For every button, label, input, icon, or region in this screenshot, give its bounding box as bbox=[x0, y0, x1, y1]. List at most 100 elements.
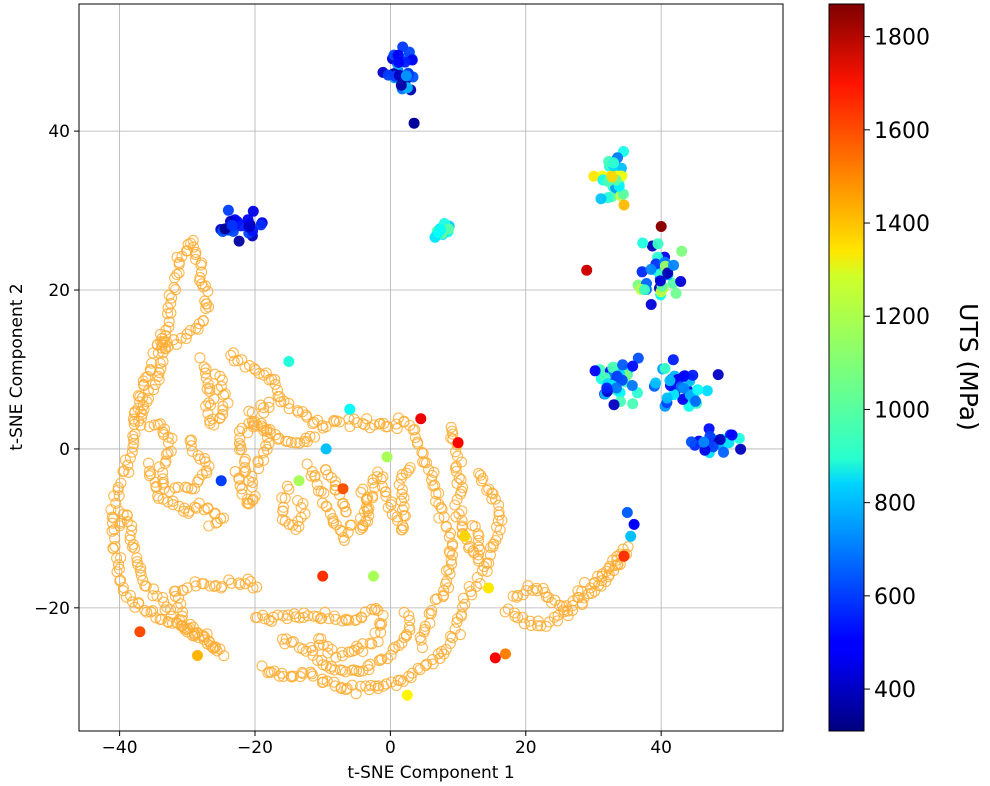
hollow-point bbox=[487, 488, 499, 500]
filled-point bbox=[601, 382, 613, 394]
hollow-point bbox=[114, 575, 126, 587]
hollow-point bbox=[292, 515, 304, 527]
hollow-point bbox=[459, 598, 471, 610]
hollow-point bbox=[186, 630, 199, 642]
hollow-point bbox=[196, 266, 208, 278]
hollow-point bbox=[113, 563, 125, 575]
hollow-point bbox=[311, 478, 323, 490]
hollow-point bbox=[255, 399, 267, 411]
hollow-point bbox=[343, 614, 355, 626]
filled-point bbox=[618, 199, 630, 211]
hollow-point bbox=[243, 405, 255, 417]
hollow-point bbox=[315, 485, 327, 497]
hollow-point bbox=[269, 378, 281, 390]
hollow-point bbox=[210, 579, 222, 592]
hollow-point bbox=[188, 483, 200, 495]
hollow-point bbox=[409, 424, 421, 436]
hollow-point bbox=[343, 646, 355, 658]
hollow-point bbox=[450, 465, 462, 478]
hollow-point bbox=[450, 511, 462, 523]
filled-point bbox=[687, 369, 699, 381]
filled-point bbox=[726, 429, 738, 441]
filled-point bbox=[134, 626, 146, 638]
hollow-point bbox=[414, 664, 426, 676]
hollow-point bbox=[583, 588, 595, 600]
hollow-point bbox=[215, 582, 227, 594]
hollow-point bbox=[217, 389, 230, 401]
y-ticks: −20 0 20 40 bbox=[34, 122, 79, 619]
filled-point bbox=[636, 266, 648, 278]
filled-point bbox=[452, 437, 464, 449]
filled-point bbox=[608, 157, 619, 169]
hollow-point bbox=[285, 636, 298, 648]
hollow-point bbox=[297, 611, 309, 624]
hollow-point bbox=[234, 480, 246, 492]
hollow-point bbox=[455, 474, 467, 486]
hollow-point bbox=[225, 349, 237, 361]
hollow-point bbox=[147, 605, 159, 617]
hollow-point bbox=[376, 480, 388, 492]
hollow-point bbox=[204, 383, 216, 395]
hollow-point bbox=[171, 268, 183, 281]
hollow-point bbox=[119, 454, 131, 466]
hollow-point bbox=[321, 501, 333, 513]
hollow-point bbox=[113, 490, 125, 502]
hollow-point bbox=[426, 474, 438, 486]
hollow-point bbox=[358, 506, 370, 518]
filled-point bbox=[368, 570, 379, 582]
hollow-point bbox=[195, 259, 207, 271]
hollow-point bbox=[322, 640, 334, 652]
filled-point bbox=[226, 219, 238, 231]
hollow-point bbox=[173, 614, 185, 626]
hollow-point bbox=[234, 444, 246, 456]
hollow-point bbox=[444, 547, 456, 559]
hollow-point bbox=[440, 565, 453, 577]
hollow-point bbox=[294, 671, 306, 683]
filled-point bbox=[293, 475, 305, 487]
colorbar-tick-label: 1000 bbox=[874, 398, 930, 423]
hollow-point bbox=[390, 418, 402, 430]
hollow-point bbox=[420, 660, 432, 672]
hollow-point bbox=[309, 471, 321, 483]
hollow-point bbox=[162, 447, 174, 459]
filled-point bbox=[317, 570, 329, 582]
hollow-point bbox=[172, 601, 184, 613]
hollow-point bbox=[380, 490, 392, 502]
hollow-point bbox=[228, 355, 240, 367]
hollow-point bbox=[108, 490, 120, 502]
filled-point bbox=[192, 650, 203, 661]
filled-point bbox=[621, 507, 633, 518]
hollow-point bbox=[123, 466, 135, 478]
hollow-point bbox=[492, 515, 504, 527]
hollow-point bbox=[444, 630, 457, 642]
filled-point bbox=[675, 276, 687, 287]
hollow-point bbox=[315, 633, 327, 645]
hollow-point bbox=[159, 336, 171, 348]
filled-point bbox=[581, 264, 593, 276]
hollow-point bbox=[377, 680, 389, 692]
hollow-point bbox=[167, 499, 179, 511]
filled-point bbox=[701, 385, 713, 397]
hollow-point bbox=[400, 467, 412, 479]
filled-point bbox=[215, 475, 227, 487]
hollow-point bbox=[236, 354, 248, 366]
hollow-point bbox=[342, 527, 354, 539]
filled-point bbox=[625, 530, 637, 542]
hollow-point bbox=[415, 634, 427, 646]
hollow-point bbox=[440, 578, 452, 590]
hollow-point bbox=[493, 509, 505, 521]
hollow-point bbox=[115, 552, 127, 564]
hollow-point bbox=[178, 505, 190, 517]
hollow-point bbox=[475, 475, 488, 487]
hollow-point bbox=[456, 514, 468, 526]
filled-point bbox=[222, 204, 234, 216]
hollow-point bbox=[328, 676, 340, 688]
hollow-point bbox=[364, 637, 376, 649]
hollow-point bbox=[445, 421, 457, 433]
filled-point bbox=[678, 382, 690, 394]
hollow-point bbox=[391, 511, 403, 523]
hollow-point bbox=[292, 494, 304, 507]
hollow-point bbox=[349, 614, 361, 626]
hollow-point bbox=[185, 440, 197, 452]
hollow-point bbox=[242, 573, 254, 585]
